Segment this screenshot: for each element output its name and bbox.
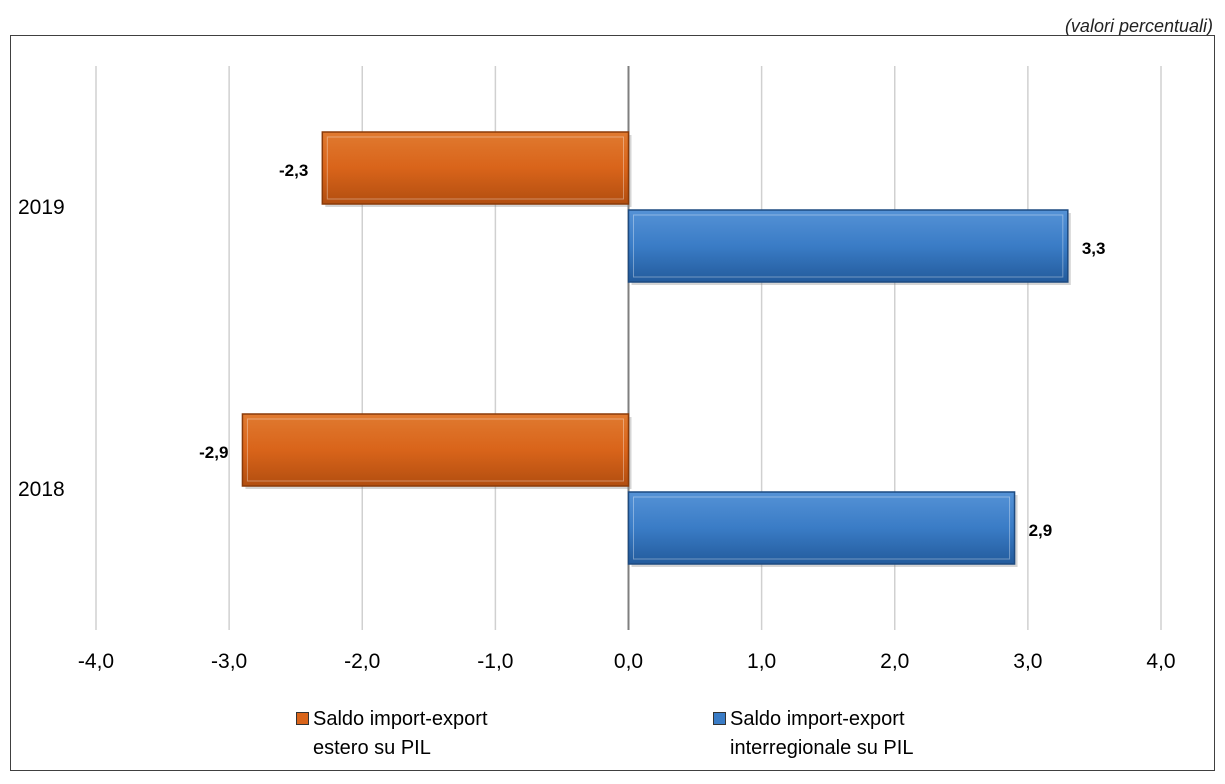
x-tick-label: -4,0 <box>78 650 114 673</box>
bar <box>241 413 630 487</box>
x-tick-label: -2,0 <box>344 650 380 673</box>
data-label: -2,9 <box>199 443 228 462</box>
x-tick-label: -3,0 <box>211 650 247 673</box>
legend-item-interregionale: Saldo import-export interregionale su PI… <box>713 705 913 763</box>
legend-swatch-estero <box>296 712 309 725</box>
bar-bevel <box>246 418 624 482</box>
unit-note: (valori percentuali) <box>1064 16 1213 36</box>
bar <box>321 131 630 205</box>
legend-swatch-interregionale <box>713 712 726 725</box>
category-label: 2019 <box>18 196 65 219</box>
x-tick-label: 2,0 <box>880 650 909 673</box>
bar-bevel <box>633 214 1064 278</box>
data-label: 2,9 <box>1029 521 1053 540</box>
bar <box>627 491 1016 565</box>
x-tick-label: 0,0 <box>614 650 643 673</box>
x-tick-label: 1,0 <box>747 650 776 673</box>
x-tick-label: 3,0 <box>1013 650 1042 673</box>
legend-label-estero: Saldo import-export estero su PIL <box>313 708 488 759</box>
bar-bevel <box>633 496 1011 560</box>
legend-label-interregionale: Saldo import-export interregionale su PI… <box>730 708 914 759</box>
data-label: 3,3 <box>1082 239 1106 258</box>
x-tick-label: 4,0 <box>1146 650 1175 673</box>
legend-item-estero: Saldo import-export estero su PIL <box>296 705 488 763</box>
x-tick-label: -1,0 <box>477 650 513 673</box>
bar-bevel <box>326 136 624 200</box>
data-label: -2,3 <box>279 161 308 180</box>
category-label: 2018 <box>18 478 65 501</box>
chart-frame <box>10 35 1215 771</box>
bar <box>627 209 1069 283</box>
